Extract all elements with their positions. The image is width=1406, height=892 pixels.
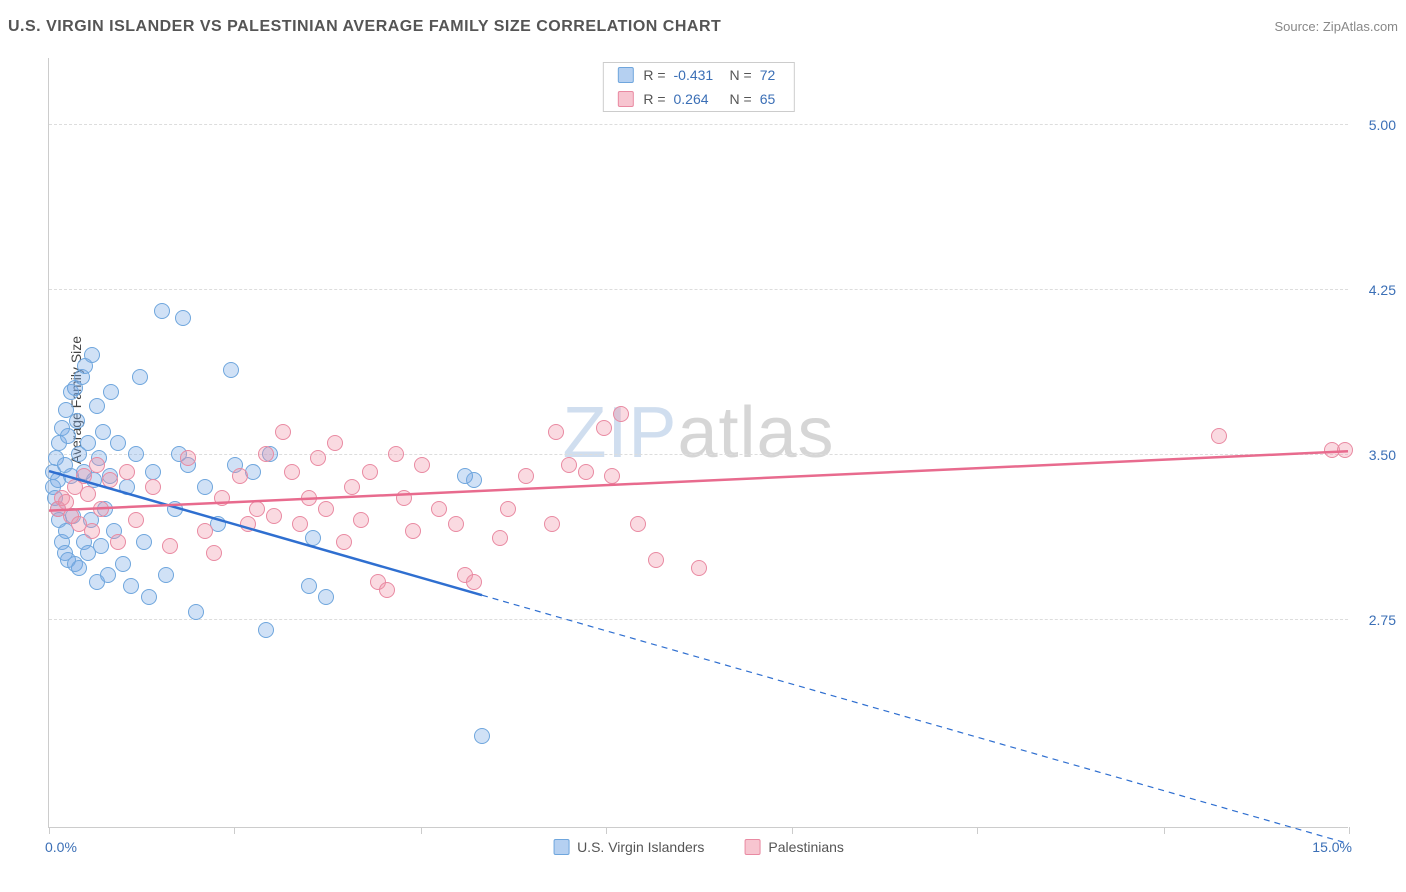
x-axis-min-label: 0.0% — [45, 839, 77, 855]
legend-item-pal: Palestinians — [744, 839, 844, 855]
legend-item-usvi: U.S. Virgin Islanders — [553, 839, 704, 855]
x-tick — [49, 827, 50, 834]
x-tick — [234, 827, 235, 834]
y-tick-label: 5.00 — [1352, 117, 1396, 133]
legend-n-usvi: 72 — [760, 67, 780, 83]
y-tick-label: 3.50 — [1352, 447, 1396, 463]
x-tick — [606, 827, 607, 834]
trendline-usvi — [49, 471, 482, 595]
x-axis-max-label: 15.0% — [1312, 839, 1352, 855]
legend-swatch-usvi — [617, 67, 633, 83]
x-tick — [421, 827, 422, 834]
source-label: Source: ZipAtlas.com — [1274, 19, 1398, 34]
trendline-pal — [49, 451, 1348, 510]
legend-r-usvi: -0.431 — [674, 67, 722, 83]
legend-label-pal: Palestinians — [768, 839, 844, 855]
x-tick — [1349, 827, 1350, 834]
legend-swatch-usvi-b — [553, 839, 569, 855]
legend-stats-row-usvi: R = -0.431 N = 72 — [603, 63, 793, 87]
legend-swatch-pal-b — [744, 839, 760, 855]
chart-title: U.S. VIRGIN ISLANDER VS PALESTINIAN AVER… — [8, 18, 721, 36]
x-tick — [1164, 827, 1165, 834]
trendline-extrap-usvi — [482, 595, 1348, 843]
chart-plot-area: ZIPatlas 5.004.253.502.75 0.0% 15.0% R =… — [48, 58, 1348, 828]
y-tick-label: 2.75 — [1352, 612, 1396, 628]
legend-label-usvi: U.S. Virgin Islanders — [577, 839, 704, 855]
y-tick-label: 4.25 — [1352, 282, 1396, 298]
x-tick — [792, 827, 793, 834]
legend-series: U.S. Virgin Islanders Palestinians — [553, 839, 844, 855]
x-tick — [977, 827, 978, 834]
chart-header: U.S. VIRGIN ISLANDER VS PALESTINIAN AVER… — [8, 18, 1398, 36]
legend-stats-row-pal: R = 0.264 N = 65 — [603, 87, 793, 111]
legend-stats: R = -0.431 N = 72 R = 0.264 N = 65 — [602, 62, 794, 112]
legend-n-pal: 65 — [760, 91, 780, 107]
legend-r-pal: 0.264 — [674, 91, 722, 107]
trend-lines — [49, 58, 1348, 827]
legend-swatch-pal — [617, 91, 633, 107]
